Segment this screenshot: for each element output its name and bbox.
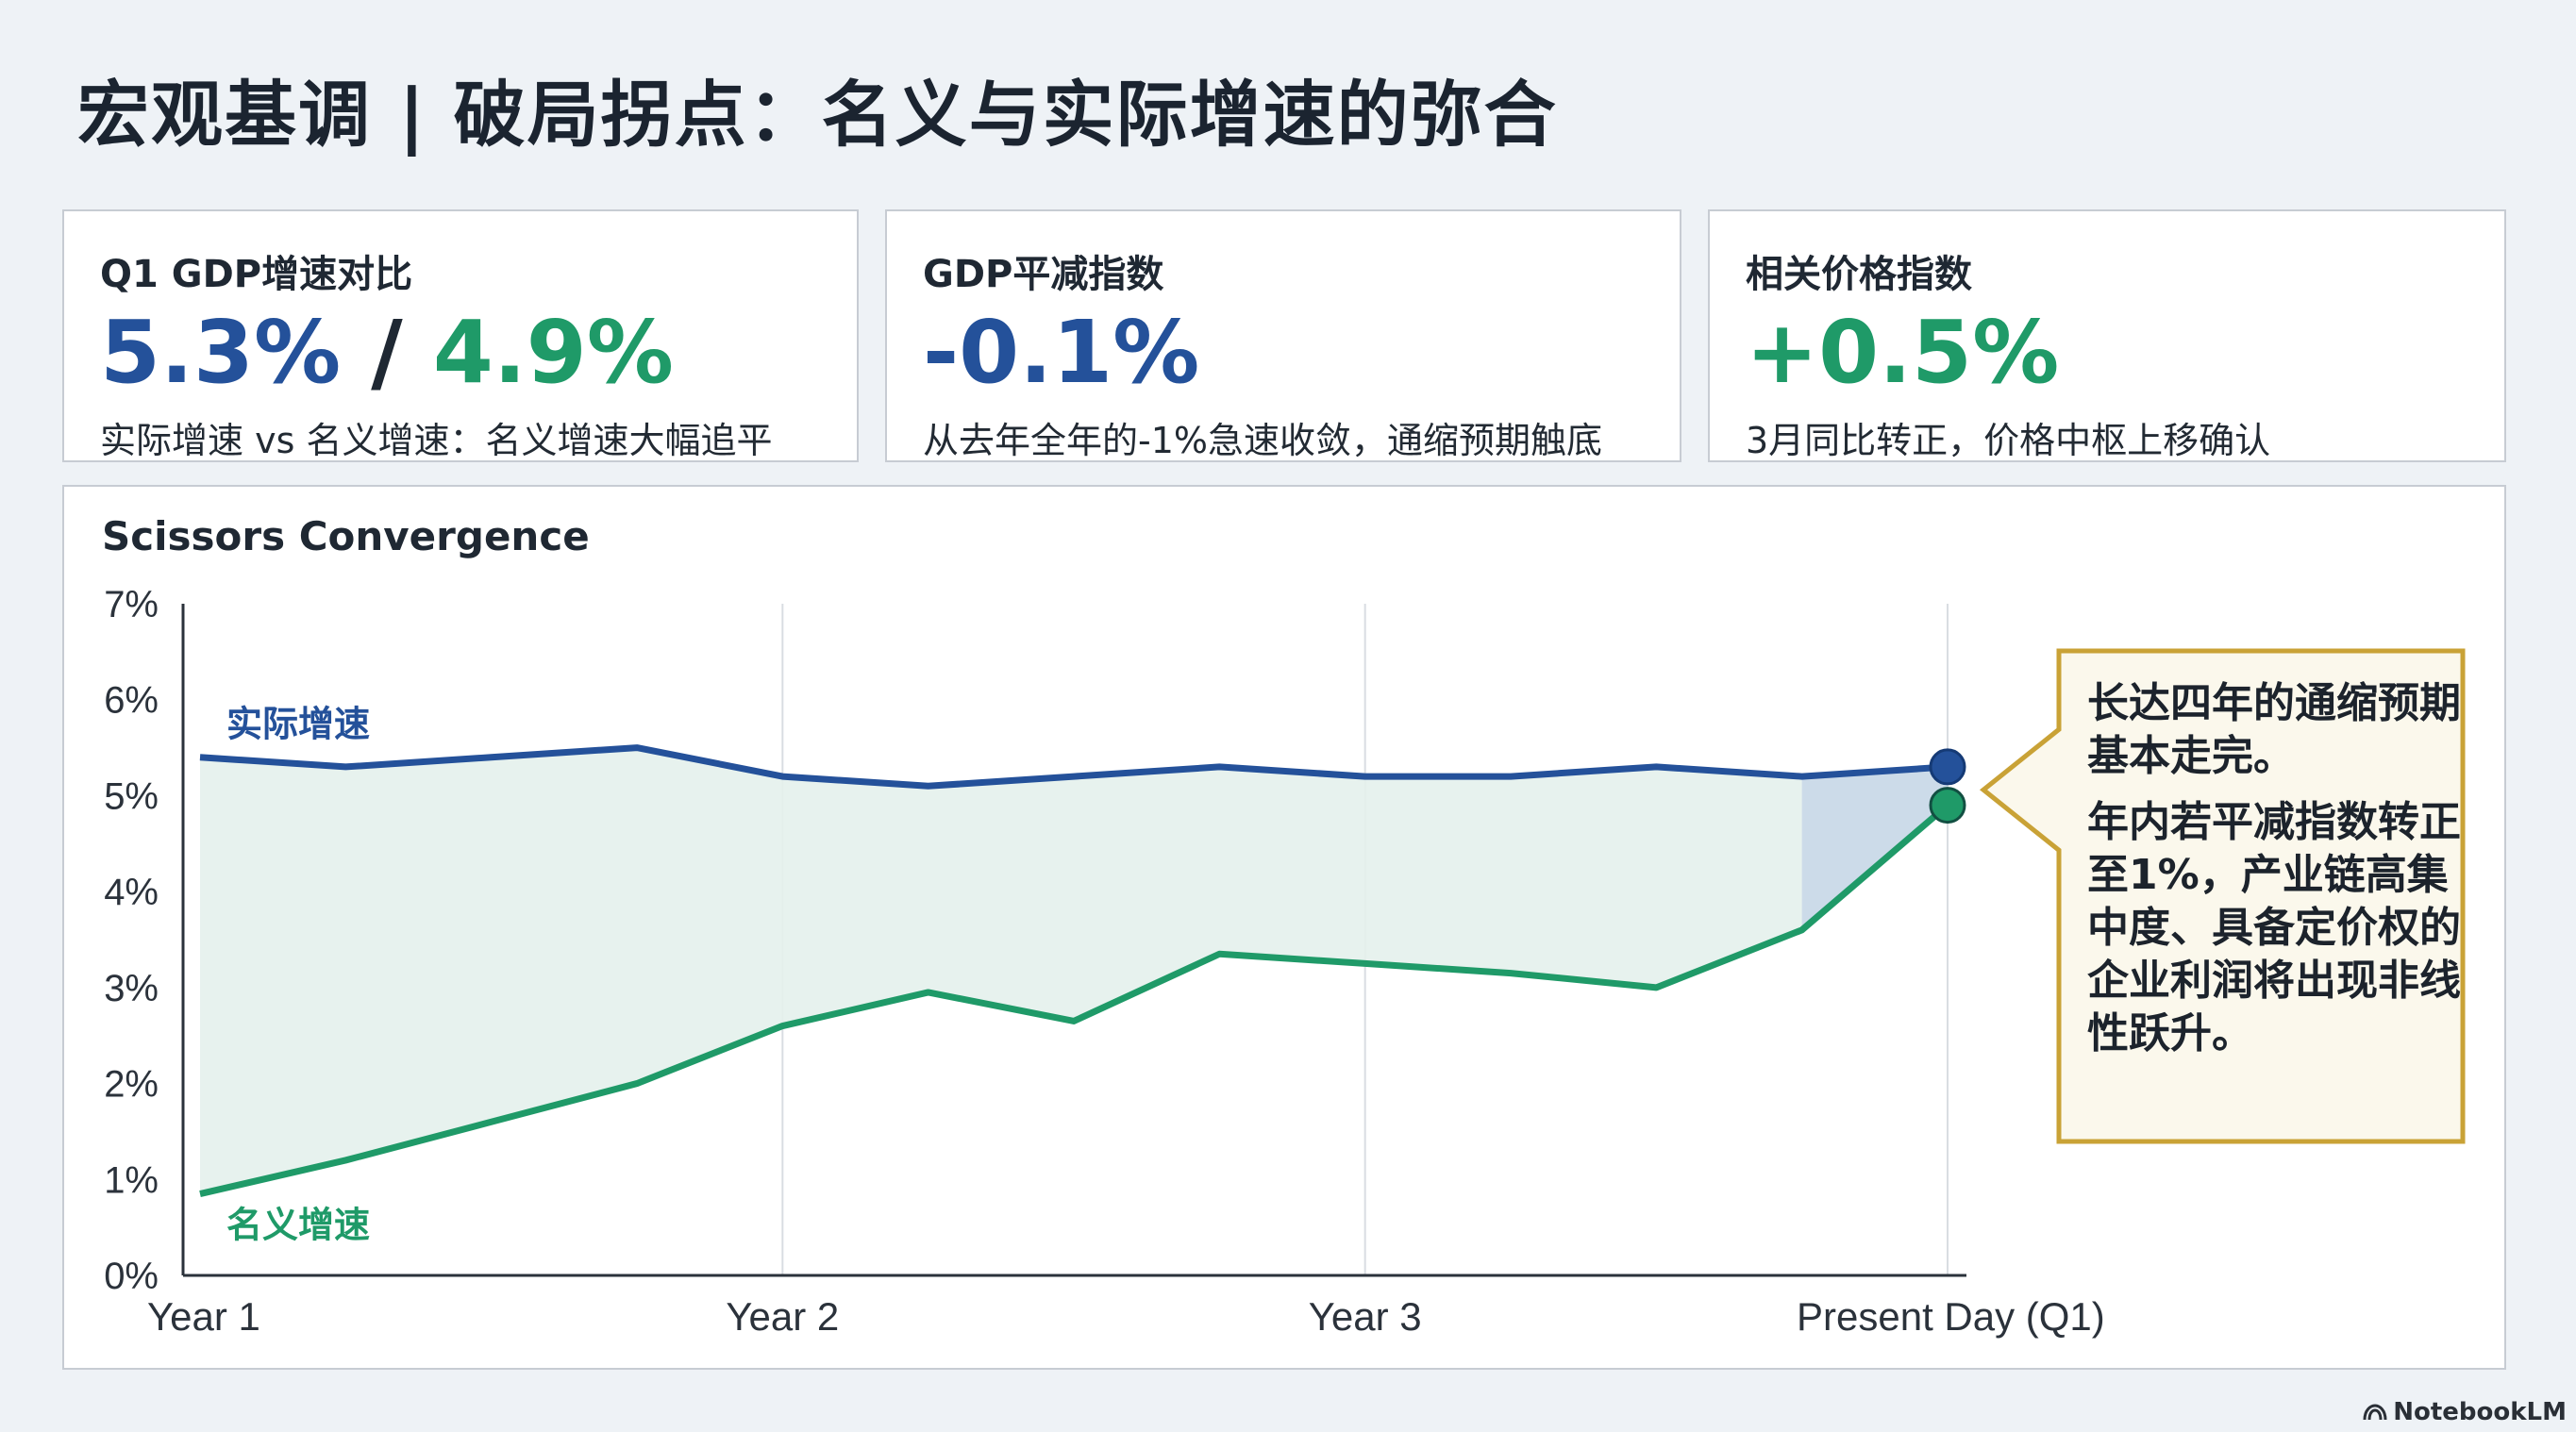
kpi-card-price-index: 相关价格指数 +0.5% 3月同比转正，价格中枢上移确认	[1708, 209, 2506, 462]
y-tick-label: 3%	[104, 968, 159, 1009]
kpi-card-value: 5.3% / 4.9%	[100, 309, 857, 396]
series-line-nominal	[199, 802, 1950, 1197]
y-tick-label: 0%	[104, 1256, 159, 1297]
kpi-card-value: +0.5%	[1746, 302, 2060, 403]
series-label-real: 实际增速	[226, 704, 370, 745]
y-tick-label: 5%	[104, 775, 159, 817]
chart-title: Scissors Convergence	[102, 513, 590, 559]
callout-box	[1979, 648, 2466, 1144]
series-end-point-real	[1929, 748, 1966, 786]
y-tick-label: 7%	[104, 584, 159, 625]
x-tick-label: Present Day (Q1)	[1797, 1294, 2105, 1339]
kpi-card-gdp-growth: Q1 GDP增速对比 5.3% / 4.9% 实际增速 vs 名义增速：名义增速…	[62, 209, 859, 462]
callout-paragraph-2: 年内若平减指数转正至1%，产业链高集中度、具备定价权的企业利润将出现非线性跃升。	[2087, 798, 2461, 1057]
kpi-card-gdp-deflator: GDP平减指数 -0.1% 从去年全年的-1%急速收敛，通缩预期触底	[885, 209, 1681, 462]
kpi-card-title: GDP平减指数	[923, 253, 1164, 296]
kpi-card-description: 从去年全年的-1%急速收敛，通缩预期触底	[923, 420, 1602, 461]
notebooklm-logo: NotebookLM	[2363, 1398, 2567, 1426]
kpi-card-title: Q1 GDP增速对比	[100, 253, 413, 296]
callout-text: 长达四年的通缩预期基本走完。 年内若平减指数转正至1%，产业链高集中度、具备定价…	[2087, 677, 2484, 1074]
callout-paragraph-1: 长达四年的通缩预期基本走完。	[2087, 679, 2461, 780]
series-line-real	[199, 744, 1949, 790]
value-separator: /	[341, 302, 433, 403]
notebooklm-icon	[2363, 1404, 2387, 1421]
series-label-nominal: 名义增速	[226, 1205, 370, 1246]
y-tick-label: 1%	[104, 1159, 159, 1201]
series-end-point-nominal	[1929, 787, 1966, 824]
y-tick-label: 2%	[104, 1064, 159, 1106]
kpi-card-value: -0.1%	[923, 302, 1200, 403]
kpi-card-title: 相关价格指数	[1746, 253, 1972, 296]
nominal-growth-value: 4.9%	[432, 302, 674, 403]
x-tick-label: Year 2	[726, 1294, 839, 1339]
x-tick-label: Year 1	[147, 1294, 260, 1339]
x-tick-label: Year 3	[1309, 1294, 1422, 1339]
convergence-highlight	[1801, 766, 1948, 930]
y-tick-label: 6%	[104, 680, 159, 722]
y-tick-label: 4%	[104, 872, 159, 913]
brand-label: NotebookLM	[2393, 1398, 2567, 1426]
page-title: 宏观基调 | 破局拐点：名义与实际增速的弥合	[77, 73, 1558, 157]
kpi-card-description: 实际增速 vs 名义增速：名义增速大幅追平	[100, 420, 773, 461]
kpi-card-description: 3月同比转正，价格中枢上移确认	[1746, 420, 2271, 461]
real-growth-value: 5.3%	[100, 302, 342, 403]
